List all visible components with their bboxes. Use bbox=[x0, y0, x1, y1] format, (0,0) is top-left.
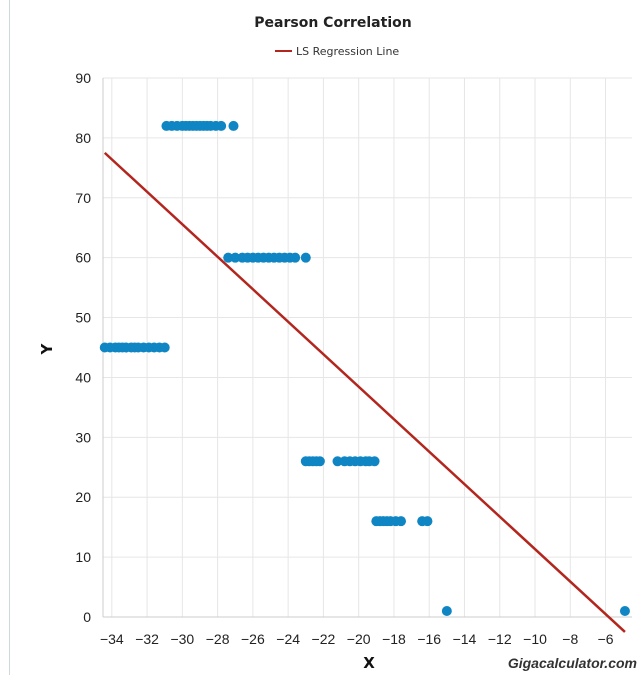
x-axis-label: X bbox=[363, 654, 375, 672]
y-tick-label: 20 bbox=[75, 489, 91, 505]
x-tick-label: −12 bbox=[488, 631, 512, 647]
chart-title: Pearson Correlation bbox=[254, 15, 411, 31]
data-point bbox=[441, 606, 452, 617]
regression-line bbox=[103, 151, 626, 633]
legend-label-regression: LS Regression Line bbox=[296, 45, 399, 58]
data-points bbox=[99, 120, 630, 617]
data-point bbox=[422, 516, 433, 527]
x-tick-label: −24 bbox=[276, 631, 300, 647]
data-point bbox=[619, 606, 630, 617]
data-point bbox=[332, 456, 343, 467]
y-tick-label: 40 bbox=[75, 369, 91, 385]
data-point bbox=[314, 456, 325, 467]
x-tick-label: −20 bbox=[347, 631, 371, 647]
x-tick-label: −16 bbox=[417, 631, 441, 647]
x-tick-label: −30 bbox=[170, 631, 194, 647]
data-point bbox=[228, 120, 239, 131]
x-tick-label: −6 bbox=[598, 631, 614, 647]
y-tick-label: 0 bbox=[83, 609, 91, 625]
y-tick-label: 60 bbox=[75, 250, 91, 266]
x-tick-label: −18 bbox=[382, 631, 406, 647]
y-tick-label: 90 bbox=[75, 70, 91, 86]
y-tick-label: 50 bbox=[75, 310, 91, 326]
legend: LS Regression Line bbox=[275, 45, 399, 58]
data-point bbox=[223, 252, 234, 263]
data-point bbox=[369, 456, 380, 467]
data-point bbox=[230, 252, 241, 263]
x-tick-label: −32 bbox=[135, 631, 159, 647]
x-tick-label: −14 bbox=[453, 631, 477, 647]
left-border bbox=[9, 0, 10, 675]
x-tick-label: −8 bbox=[562, 631, 578, 647]
y-tick-labels: 0 10 20 30 40 50 60 70 80 90 bbox=[75, 70, 91, 625]
regression-line-layer bbox=[103, 151, 626, 633]
data-point bbox=[216, 120, 227, 131]
y-tick-label: 70 bbox=[75, 190, 91, 206]
data-point bbox=[159, 342, 170, 353]
y-tick-label: 80 bbox=[75, 130, 91, 146]
x-tick-label: −22 bbox=[312, 631, 336, 647]
x-tick-label: −10 bbox=[523, 631, 547, 647]
watermark: Gigacalculator.com bbox=[508, 655, 637, 671]
x-tick-label: −26 bbox=[241, 631, 265, 647]
data-point bbox=[396, 516, 407, 527]
grid bbox=[102, 77, 632, 618]
x-tick-labels: −34 −32 −30 −28 −26 −24 −22 −20 −18 −16 −14 −12 −10−… bbox=[100, 631, 614, 647]
y-axis-label: Y bbox=[38, 342, 56, 355]
y-tick-label: 30 bbox=[75, 429, 91, 445]
x-tick-label: −28 bbox=[206, 631, 230, 647]
x-tick-label: −34 bbox=[100, 631, 124, 647]
data-point bbox=[300, 252, 311, 263]
y-tick-label: 10 bbox=[75, 549, 91, 565]
data-point bbox=[290, 252, 301, 263]
